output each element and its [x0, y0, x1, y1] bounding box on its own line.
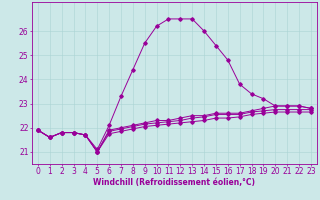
X-axis label: Windchill (Refroidissement éolien,°C): Windchill (Refroidissement éolien,°C) [93, 178, 255, 187]
